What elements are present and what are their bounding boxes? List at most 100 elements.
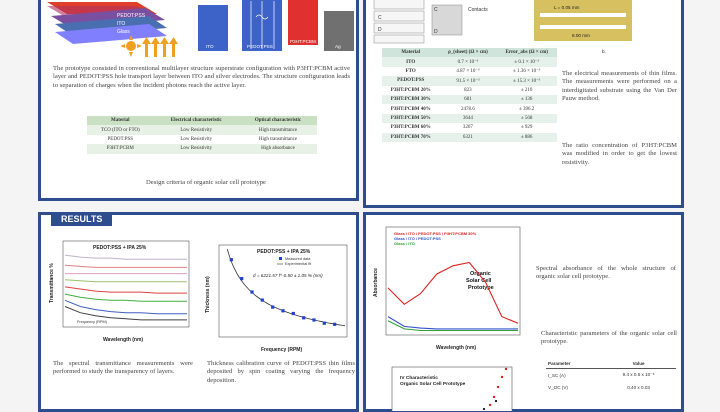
table-cell: ± 15.3 × 10⁻³: [513, 78, 541, 84]
table-header: Material: [401, 50, 421, 56]
table-cell: P3HT:PCBM: [106, 146, 134, 152]
chart-title: PEDOT:PSS + IPA 25%: [93, 245, 147, 251]
x-axis-label: Wavelength (nm): [436, 345, 476, 351]
interdigitated-diagram: L = 0.05 mm 8.00 mm b.: [534, 0, 632, 54]
table-row: P3HT:PCBM 20% 823 ± 210: [382, 85, 557, 95]
band-label-pedot: PEDOT:PSS: [247, 44, 273, 49]
y-axis-label: Transmittance %: [49, 263, 55, 303]
table-cell: ± 929: [520, 125, 533, 131]
vdp-label: D: [378, 27, 382, 33]
table-row: P3HT:PCBM 40% 2478.6 ± 396.2: [382, 104, 557, 114]
table-cell: High absorbance: [261, 146, 295, 152]
absorbance-chart: Glass / ITO / PEDOT:PSS / P3HT:PCBM 30% …: [373, 226, 521, 351]
idt-label: b.: [602, 49, 606, 54]
table-header: Value: [632, 360, 645, 366]
table-header: Optical characteristic: [254, 118, 302, 124]
table-cell: Low Resistivity: [180, 136, 213, 142]
table-header: Electrical characteristic: [170, 118, 222, 124]
table-cell: Low Resistivity: [180, 146, 213, 152]
table-row: FTO 4.87 × 10⁻³ ± 1.36 × 10⁻³: [382, 66, 557, 77]
vdp-label: Contacts: [468, 7, 488, 13]
table-cell: 2478.6: [461, 106, 475, 112]
legend-item: Glass / ITO / PEDOT:PSS / P3HT:PCBM 30%: [394, 231, 477, 236]
band-label-ito: ITO: [206, 44, 214, 49]
annotation: Organic: [470, 271, 491, 277]
chart-title: IV Characteristic: [400, 375, 438, 381]
data-point: [333, 322, 337, 326]
series-line: [64, 264, 187, 268]
table-cell: P3HT:PCBM 60%: [390, 125, 431, 131]
table-cell: ± 1.36 × 10⁻³: [513, 69, 541, 75]
data-point: [229, 258, 233, 262]
transmittance-chart: PEDOT:PSS + IPA 25% Transmittance % Wave…: [49, 240, 190, 343]
results-panel: RESULTS PEDOT:PSS + IPA 25% Transmittanc…: [38, 212, 359, 412]
idt-label: L = 0.05 mm: [554, 5, 580, 10]
fit-formula: d = 6221.57 f^-0.50 ± 1.05 % (nm): [253, 273, 323, 278]
thickness-chart: PEDOT:PSS + IPA 25% Measured data Experi…: [205, 244, 348, 353]
series-line: [64, 279, 187, 283]
table-row: P3HT:PCBM 50% 3644 ± 568: [382, 113, 557, 124]
prototype-paragraph: The prototype consisted in conventional …: [53, 65, 350, 89]
x-axis-label: Wavelength (nm): [103, 337, 143, 343]
transmittance-caption: The spectral transmittance measurements …: [53, 360, 193, 376]
table-cell: High transmittance: [258, 127, 298, 133]
stack-label: ITO: [117, 21, 125, 27]
table-header: Material: [110, 118, 130, 124]
table-cell: 0.40 x 0.03: [627, 385, 650, 391]
table-cell: ITO: [406, 59, 416, 65]
table-cell: ± 886: [520, 134, 533, 140]
results-header: RESULTS: [51, 212, 113, 226]
vdp-label: C: [434, 7, 438, 13]
legend-item: Glass / ITO: [394, 241, 415, 246]
table-cell: Low Resistivity: [180, 127, 213, 133]
annotation: Solar Cell: [466, 278, 492, 284]
table-cell: 9.4 x 0.5 x 10⁻⁶: [622, 372, 655, 378]
table-cell: PEDOT:PSS: [397, 78, 425, 84]
ratio-text: The ratio concentration of P3HT:PCBM was…: [562, 142, 677, 166]
table-cell: P3HT:PCBM 40%: [390, 106, 431, 112]
table-cell: ± 136: [520, 97, 533, 103]
characteristic-text: Characteristic parameters of the organic…: [541, 330, 677, 346]
table-cell: PEDOT:PSS: [107, 136, 134, 142]
series-line: [64, 286, 187, 294]
data-point: [281, 309, 285, 313]
legend-title: Frequency (RPM): [77, 320, 108, 324]
table-cell: FTO: [405, 68, 416, 74]
table-cell: 3644: [462, 115, 473, 121]
data-point: [322, 321, 326, 325]
table-cell: 4.87 × 10⁻³: [456, 69, 480, 75]
table-cell: P3HT:PCBM 50%: [390, 115, 431, 121]
series-line: [64, 306, 187, 321]
legend-marker: [279, 257, 282, 260]
table-cell: P3HT:PCBM 70%: [390, 134, 431, 140]
idt-label: 8.00 mm: [572, 33, 590, 38]
chart-subtitle: Organic Solar Cell Prototype: [400, 381, 466, 387]
table-cell: V_OC (V): [548, 385, 568, 391]
table-cell: TCO (ITO or FTO): [100, 127, 140, 133]
series-line: [64, 299, 187, 315]
vdp-label: D: [434, 29, 438, 35]
y-axis-label: Thickness (nm): [205, 276, 211, 313]
table-header: ρ_(sheet) (Ω × cm): [448, 50, 488, 56]
table-header: Parameter: [548, 360, 571, 366]
sun-arrows-icon: [121, 35, 178, 57]
table-cell: ± 210: [520, 87, 533, 93]
device-stack-diagram: PEDOT:PSS ITO Glass: [47, 2, 167, 44]
electrical-text: The electrical measurements of thin film…: [562, 70, 677, 103]
absorbance-text: Spectral absorbance of the whole structu…: [536, 265, 676, 281]
table-cell: ± 568: [520, 115, 533, 121]
table-row: PEDOT:PSS 91.5 × 10⁻³ ± 15.3 × 10⁻³: [382, 76, 557, 86]
table-row: P3HT:PCBM 30% 681 ± 136: [382, 94, 557, 105]
table-cell: 0.7 × 10⁻³: [457, 60, 479, 66]
parameters-table: Parameter Value I_SC (A) 9.4 x 0.5 x 10⁻⁶…: [546, 359, 676, 394]
table-row: ITO 0.7 × 10⁻³ ± 0.1 × 10⁻³: [382, 57, 557, 67]
data-point: [291, 311, 295, 316]
data-point: [260, 298, 264, 302]
table-cell: 6321: [462, 134, 473, 140]
design-caption: Design criteria of organic solar cell pr…: [146, 179, 266, 186]
top-left-panel: PEDOT:PSS ITO Glass ITO PEDOT:PSS P3HT:P…: [38, 0, 359, 201]
stack-label: PEDOT:PSS: [117, 13, 146, 19]
table-cell: 91.5 × 10⁻³: [456, 78, 480, 84]
absorbance-panel: Glass / ITO / PEDOT:PSS / P3HT:PCBM 30% …: [363, 212, 684, 412]
data-point: [271, 305, 275, 309]
